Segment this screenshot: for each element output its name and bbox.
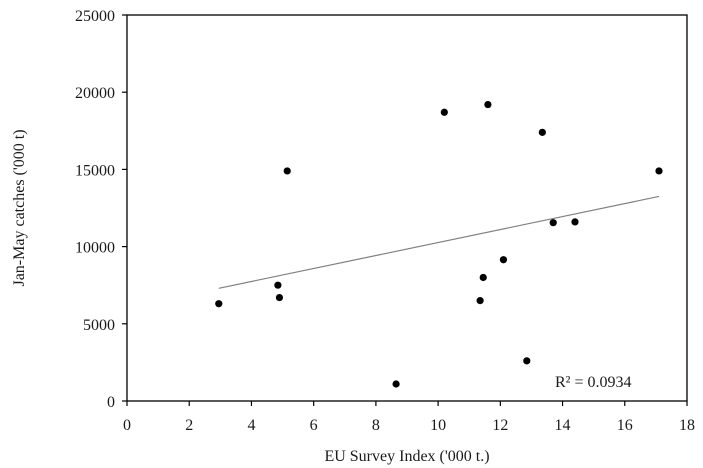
data-point [392, 380, 400, 388]
x-tick-label: 4 [247, 417, 255, 434]
y-axis-title: Jan-May catches ('000 t) [11, 129, 28, 286]
data-point [538, 128, 546, 136]
y-tick-label: 15000 [75, 162, 115, 179]
y-axis-ticks: 0 5000 10000 15000 20000 25000 [75, 8, 127, 411]
data-point [549, 219, 557, 227]
data-point [440, 108, 448, 116]
x-tick-label: 6 [310, 417, 318, 434]
x-tick-label: 2 [185, 417, 193, 434]
data-points [215, 100, 663, 388]
data-point [275, 293, 284, 302]
data-point [215, 300, 223, 308]
data-point [283, 167, 291, 175]
data-point [499, 256, 508, 264]
x-tick-label: 12 [492, 417, 508, 434]
data-point [571, 218, 579, 226]
data-point [655, 167, 663, 175]
y-tick-label: 20000 [75, 85, 115, 102]
x-tick-label: 16 [617, 417, 633, 434]
data-point [476, 297, 484, 305]
y-tick-label: 25000 [75, 8, 115, 25]
data-point [479, 273, 487, 282]
x-tick-label: 10 [430, 417, 446, 434]
data-point [523, 357, 531, 365]
y-tick-label: 5000 [83, 317, 115, 334]
trendline-layer [218, 195, 660, 289]
x-tick-label: 18 [679, 417, 695, 434]
x-tick-label: 0 [123, 417, 131, 434]
r-squared-annotation: R² = 0.0934 [555, 374, 632, 391]
data-point [274, 281, 282, 289]
y-tick-label: 10000 [75, 240, 115, 257]
data-point [484, 100, 492, 109]
x-axis-ticks: 0 2 4 6 8 10 12 14 16 18 [123, 401, 695, 434]
x-tick-label: 14 [555, 417, 571, 434]
linear-trendline [218, 195, 660, 289]
plot-area-frame [126, 14, 688, 402]
x-axis-title: EU Survey Index ('000 t.) [324, 448, 489, 465]
y-tick-label: 0 [107, 394, 115, 411]
x-tick-label: 8 [372, 417, 380, 434]
